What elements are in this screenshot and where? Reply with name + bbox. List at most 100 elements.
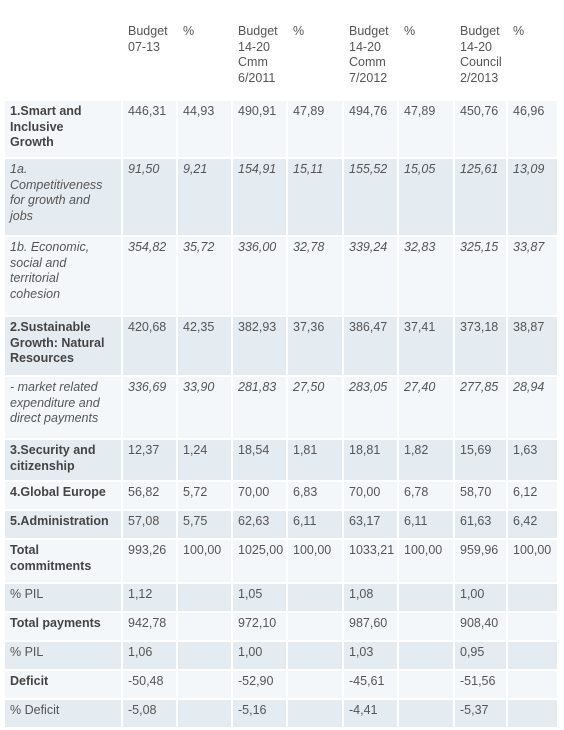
value-cell: 1,06 (122, 641, 178, 671)
value-cell: 37,36 (287, 316, 344, 377)
row-label: 4.Global Europe (5, 481, 123, 511)
value-cell: 15,11 (287, 158, 344, 237)
row-label: 1.Smart and Inclusive Growth (5, 100, 123, 159)
value-cell (177, 699, 233, 729)
row-label: % PIL (5, 583, 123, 613)
value-cell: 281,83 (232, 376, 288, 440)
value-cell: 336,00 (232, 236, 288, 317)
value-cell: 46,96 (507, 100, 557, 159)
value-cell: 70,00 (232, 481, 288, 511)
value-cell: 494,76 (343, 100, 399, 159)
table-row: Total payments 942,78 972,10 987,60 908,40 (5, 612, 557, 642)
value-cell (287, 670, 344, 700)
value-cell: 100,00 (507, 539, 557, 584)
value-cell: 33,90 (177, 376, 233, 440)
value-cell: -5,16 (232, 699, 288, 729)
value-cell: 32,83 (398, 236, 455, 317)
value-cell: 27,40 (398, 376, 455, 440)
value-cell: 1,82 (398, 439, 455, 482)
value-cell (398, 699, 455, 729)
value-cell (287, 641, 344, 671)
value-cell: 325,15 (454, 236, 508, 317)
value-cell: 6,78 (398, 481, 455, 511)
value-cell (177, 612, 233, 642)
column-header: Budget 07-13 (122, 6, 178, 101)
value-cell: 35,72 (177, 236, 233, 317)
value-cell: 6,83 (287, 481, 344, 511)
row-label: - market related expenditure and direct pa… (5, 376, 123, 440)
value-cell: 44,93 (177, 100, 233, 159)
value-cell: 6,11 (287, 510, 344, 540)
value-cell: 18,54 (232, 439, 288, 482)
value-cell: 1025,00 (232, 539, 288, 584)
table-row: 1b. Economic, social and territorial cohesi… (5, 236, 557, 317)
value-cell: 33,87 (507, 236, 557, 317)
row-label: 1b. Economic, social and territorial cohesi… (5, 236, 123, 317)
value-cell (287, 583, 344, 613)
value-cell: 5,72 (177, 481, 233, 511)
row-label: Total payments (5, 612, 123, 642)
value-cell: 61,63 (454, 510, 508, 540)
value-cell: 386,47 (343, 316, 399, 377)
value-cell: 1,03 (343, 641, 399, 671)
value-cell: -45,61 (343, 670, 399, 700)
value-cell: 490,91 (232, 100, 288, 159)
column-header: % (507, 6, 557, 101)
value-cell (177, 641, 233, 671)
value-cell: 47,89 (398, 100, 455, 159)
table-row: % Deficit -5,08 -5,16 -4,41 -5,37 (5, 699, 557, 729)
value-cell: 91,50 (122, 158, 178, 237)
value-cell: 972,10 (232, 612, 288, 642)
value-cell: 62,63 (232, 510, 288, 540)
value-cell (507, 670, 557, 700)
value-cell (398, 612, 455, 642)
value-cell: 1,81 (287, 439, 344, 482)
value-cell: -52,90 (232, 670, 288, 700)
value-cell: 12,37 (122, 439, 178, 482)
value-cell (398, 583, 455, 613)
value-cell: 100,00 (177, 539, 233, 584)
value-cell: 28,94 (507, 376, 557, 440)
header-label-cell (5, 6, 123, 101)
value-cell: 58,70 (454, 481, 508, 511)
value-cell (177, 670, 233, 700)
value-cell (287, 612, 344, 642)
value-cell: 446,31 (122, 100, 178, 159)
value-cell: 283,05 (343, 376, 399, 440)
value-cell: 32,78 (287, 236, 344, 317)
value-cell: 42,35 (177, 316, 233, 377)
row-label: Total commitments (5, 539, 123, 584)
value-cell: 154,91 (232, 158, 288, 237)
row-label: Deficit (5, 670, 123, 700)
value-cell: 993,26 (122, 539, 178, 584)
value-cell: 15,05 (398, 158, 455, 237)
value-cell: 57,08 (122, 510, 178, 540)
column-header: % (287, 6, 344, 101)
table-row: Total commitments 993,26 100,00 1025,00 100,0… (5, 539, 557, 584)
row-label: 3.Security and citizenship (5, 439, 123, 482)
value-cell (507, 699, 557, 729)
value-cell: 13,09 (507, 158, 557, 237)
value-cell: 1,00 (232, 641, 288, 671)
value-cell: 155,52 (343, 158, 399, 237)
value-cell (398, 670, 455, 700)
value-cell: 37,41 (398, 316, 455, 377)
header-row: Budget 07-13% Budget 14-20 Cmm 6/2011% Budget 1… (5, 6, 557, 101)
table-row: 5.Administration 57,08 5,75 62,63 6,11 63,17 6… (5, 510, 557, 540)
value-cell: 100,00 (398, 539, 455, 584)
value-cell: 1,12 (122, 583, 178, 613)
value-cell: 5,75 (177, 510, 233, 540)
column-header: % (177, 6, 233, 101)
value-cell: 382,93 (232, 316, 288, 377)
value-cell: 908,40 (454, 612, 508, 642)
budget-table: Budget 07-13% Budget 14-20 Cmm 6/2011% Budget 1… (5, 6, 557, 729)
value-cell: 1,00 (454, 583, 508, 613)
value-cell (177, 583, 233, 613)
value-cell (287, 699, 344, 729)
value-cell (507, 612, 557, 642)
value-cell: 336,69 (122, 376, 178, 440)
row-label: % PIL (5, 641, 123, 671)
value-cell: 450,76 (454, 100, 508, 159)
value-cell: 1,63 (507, 439, 557, 482)
value-cell: 47,89 (287, 100, 344, 159)
